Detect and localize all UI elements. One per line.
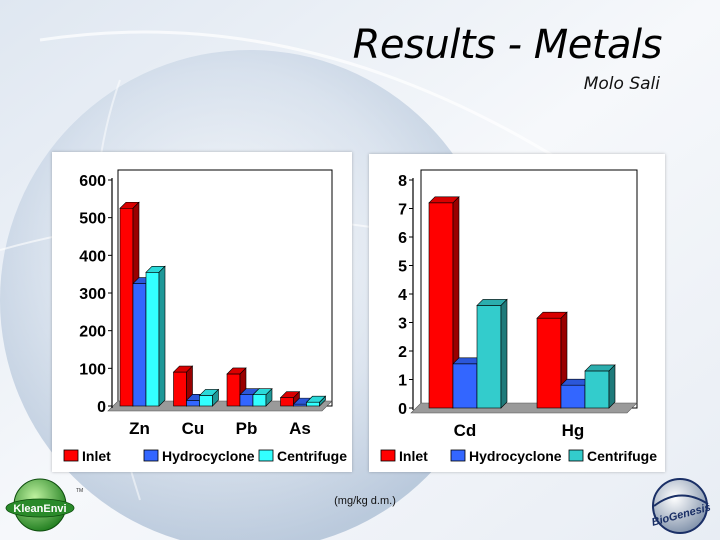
legend-label: Hydrocyclone: [162, 448, 255, 464]
y-tick-label: 5: [398, 259, 407, 276]
bar-Cd-centrifuge: [476, 298, 508, 409]
y-tick-label: 400: [79, 248, 106, 265]
legend-label: Hydrocyclone: [469, 448, 562, 464]
y-tick-label: 2: [398, 344, 407, 361]
bar-Zn-centrifuge: [145, 265, 166, 407]
legend-swatch: [568, 449, 584, 462]
legend-label: Centrifuge: [277, 448, 347, 464]
page-subtitle: Molo Sali: [583, 74, 660, 94]
y-tick-label: 7: [398, 202, 407, 219]
chart-left: 0 100 200 300 400 500 600 Zn Cu Pb As Inlet Hydrocyc…: [63, 169, 347, 464]
bar-Cu-centrifuge: [198, 388, 220, 407]
y-tick-label: 0: [97, 399, 106, 416]
page-title: Results - Metals: [352, 22, 663, 68]
x-tick-label: Cd: [454, 421, 477, 440]
y-tick-label: 200: [79, 324, 106, 341]
x-tick-label: Cu: [182, 419, 205, 438]
x-tick-label: Hg: [562, 421, 585, 440]
chart-panel-left: 0 100 200 300 400 500 600 Zn Cu Pb As Inlet Hydrocyc…: [52, 152, 352, 472]
y-tick-label: 0: [398, 401, 407, 418]
plot-floor: [107, 400, 333, 412]
bar-Cu-inlet: [172, 365, 194, 407]
y-tick-label: 8: [398, 173, 407, 190]
kleanenvi-logo: KleanEnvi TM: [5, 478, 83, 532]
y-tick-label: 6: [398, 230, 407, 247]
y-tick-label: 500: [79, 211, 106, 228]
biogenesis-logo: BioGenesis: [650, 478, 712, 534]
x-tick-label: As: [289, 419, 311, 438]
units-note: (mg/kg d.m.): [334, 495, 396, 507]
legend-swatch: [258, 449, 274, 462]
legend-swatch: [380, 449, 396, 462]
chart-panel-right: 0 1 2 3 4 5 6 7 8 Cd Hg Inlet Hydrocyclone Centrifuge: [369, 154, 665, 472]
legend-label: Inlet: [82, 448, 111, 464]
legend-label: Centrifuge: [587, 448, 657, 464]
legend-swatch: [143, 449, 159, 462]
y-tick-label: 300: [79, 286, 106, 303]
legend-swatch: [450, 449, 466, 462]
trademark-mark: TM: [76, 488, 83, 494]
bar-Hg-centrifuge: [584, 364, 616, 409]
legend-label: Inlet: [399, 448, 428, 464]
y-tick-label: 4: [398, 287, 407, 304]
bar-Hg-inlet: [536, 311, 568, 409]
y-tick-label: 600: [79, 173, 106, 190]
x-tick-label: Zn: [129, 419, 150, 438]
kleanenvi-logo-text: KleanEnvi: [13, 503, 66, 515]
y-tick-label: 1: [398, 373, 407, 390]
legend-swatch: [63, 449, 79, 462]
chart-right: 0 1 2 3 4 5 6 7 8 Cd Hg Inlet Hydrocyclone Centrifuge: [380, 169, 657, 464]
y-tick-label: 3: [398, 316, 407, 333]
bar-As-centrifuge: [305, 395, 327, 407]
bar-Pb-centrifuge: [252, 387, 273, 407]
y-tick-label: 100: [79, 361, 106, 378]
x-tick-label: Pb: [236, 419, 258, 438]
